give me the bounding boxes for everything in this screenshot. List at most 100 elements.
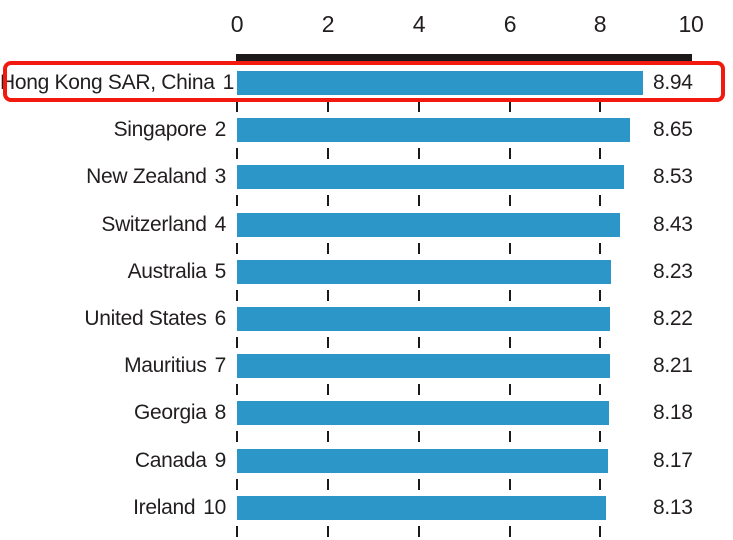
country-name: United States	[84, 307, 207, 330]
gridline-dash	[418, 148, 420, 159]
bar-row: Singapore 2 8.65	[0, 118, 733, 142]
gridline-dash	[599, 290, 601, 301]
country-label: New Zealand 3	[0, 165, 226, 189]
country-label: Georgia 8	[0, 401, 226, 425]
country-label: Australia 5	[0, 260, 227, 284]
gridline-dash	[509, 526, 511, 537]
bar-row: Hong Kong SAR, China 1 8.94	[0, 71, 733, 95]
bar	[237, 165, 624, 189]
gridline-dash	[418, 337, 420, 348]
gridline-dash	[327, 337, 329, 348]
gridline-dash	[509, 479, 511, 490]
country-rank: 4	[214, 213, 227, 236]
gridline-dash	[509, 148, 511, 159]
gridline-dash	[599, 148, 601, 159]
bar-row: Georgia 8 8.18	[0, 401, 733, 425]
gridline-dash	[236, 195, 238, 206]
gridline-dash	[599, 195, 601, 206]
country-rank: 9	[214, 449, 227, 472]
country-label: Mauritius 7	[0, 354, 226, 378]
gridline-dash	[599, 337, 601, 348]
bar-row: Mauritius 7 8.21	[0, 354, 733, 378]
gridline-dash	[418, 526, 420, 537]
bar-row: Ireland 10 8.13	[0, 496, 733, 520]
country-rank: 2	[214, 118, 227, 141]
gridline-dash	[418, 243, 420, 254]
country-rank: 3	[214, 165, 227, 188]
bar	[237, 354, 610, 378]
gridline-dash	[327, 384, 329, 395]
value-label: 8.53	[653, 165, 693, 188]
country-rank: 7	[214, 354, 227, 377]
gridline-dash	[327, 243, 329, 254]
bar	[237, 213, 620, 237]
bar	[237, 260, 611, 284]
gridline-dash	[418, 290, 420, 301]
gridline-dash	[599, 479, 601, 490]
gridline-dash	[236, 479, 238, 490]
country-name: Canada	[134, 449, 207, 472]
country-label: Switzerland 4	[0, 213, 226, 237]
bar	[237, 401, 609, 425]
gridline-dash	[236, 431, 238, 442]
gridline-dash	[599, 384, 601, 395]
bar	[237, 118, 630, 142]
gridline-dash	[599, 243, 601, 254]
gridline-dash	[236, 101, 238, 112]
country-label: United States 6	[0, 307, 226, 331]
country-name: Mauritius	[124, 354, 207, 377]
country-label: Ireland 10	[0, 496, 226, 520]
bar-row: Australia 5 8.23	[0, 260, 733, 284]
gridline-dash	[509, 101, 511, 112]
gridline-dash	[327, 526, 329, 537]
x-axis-tick-label: 0	[230, 11, 244, 37]
value-label: 8.23	[653, 260, 693, 283]
country-label: Canada 9	[0, 449, 226, 473]
value-label: 8.43	[653, 213, 693, 236]
gridline-dash	[327, 148, 329, 159]
gridline-dash	[327, 195, 329, 206]
gridline-dash	[599, 526, 601, 537]
bar	[237, 71, 643, 95]
bar-row: Canada 9 8.17	[0, 449, 733, 473]
gridline-dash	[509, 431, 511, 442]
gridline-dash	[418, 384, 420, 395]
gridline-dash	[599, 431, 601, 442]
gridline-dash	[509, 243, 511, 254]
gridline-dash	[236, 384, 238, 395]
x-axis-tick-label: 10	[678, 11, 704, 37]
bar-row: New Zealand 3 8.53	[0, 165, 733, 189]
value-label: 8.22	[653, 307, 693, 330]
x-axis-tick-label: 4	[412, 11, 426, 37]
country-name: Singapore	[113, 118, 207, 141]
value-label: 8.17	[653, 449, 693, 472]
gridline-dash	[509, 337, 511, 348]
gridline-dash	[509, 195, 511, 206]
country-rank: 8	[214, 401, 227, 424]
value-label: 8.18	[653, 401, 693, 424]
gridline-dash	[236, 243, 238, 254]
gridline-dash	[236, 337, 238, 348]
gridline-dash	[327, 290, 329, 301]
country-name: Australia	[127, 260, 207, 283]
country-name: Georgia	[133, 401, 207, 424]
gridline-dash	[418, 195, 420, 206]
country-name: Hong Kong SAR, China	[0, 71, 215, 94]
gridline-dash	[418, 479, 420, 490]
gridline-dash	[327, 479, 329, 490]
country-name: Switzerland	[101, 213, 207, 236]
gridline-dash	[327, 431, 329, 442]
value-label: 8.21	[653, 354, 693, 377]
x-axis-tick-label: 2	[321, 11, 335, 37]
gridline-dash	[236, 526, 238, 537]
x-axis-tick-label: 6	[503, 11, 517, 37]
country-label: Singapore 2	[0, 118, 227, 142]
bar	[237, 496, 606, 520]
country-rank: 5	[214, 260, 227, 283]
gridline-dash	[236, 148, 238, 159]
gridline-dash	[509, 384, 511, 395]
country-label: Hong Kong SAR, China 1	[0, 71, 234, 95]
country-name: New Zealand	[86, 165, 207, 188]
country-name: Ireland	[133, 496, 196, 519]
